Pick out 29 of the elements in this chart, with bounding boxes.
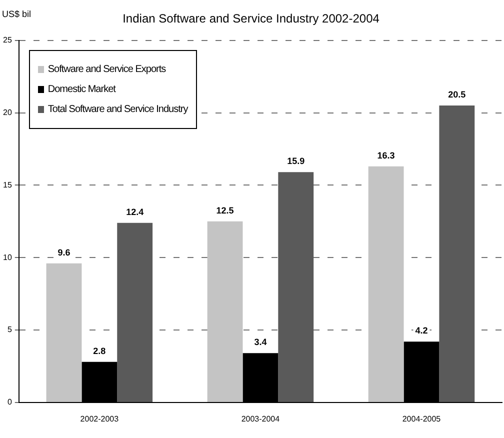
chart-title: Indian Software and Service Industry 2002-2004: [122, 12, 380, 26]
bar: [46, 263, 82, 402]
y-tick-label: 15: [2, 180, 12, 190]
data-label: 2.8: [93, 346, 106, 356]
y-tick-label: 25: [2, 36, 12, 45]
legend-label: Total Software and Service Industry: [46, 104, 188, 116]
data-label: 9.6: [58, 247, 70, 258]
data-label: 3.4: [254, 337, 267, 348]
x-tick-label: 2003-2004: [241, 414, 280, 424]
bar: [368, 166, 404, 402]
data-label: 15.9: [287, 156, 305, 166]
x-tick-label: 2002-2003: [80, 414, 120, 424]
y-tick-label: 20: [2, 108, 12, 118]
data-label: 16.3: [377, 150, 395, 160]
legend-label: Software and Service Exports: [46, 64, 167, 76]
legend-label: Domestic Market: [46, 84, 117, 96]
data-label: 4.2: [415, 326, 428, 336]
bar: [207, 221, 243, 402]
data-label: 12.4: [126, 206, 144, 217]
data-label: 20.5: [448, 90, 466, 100]
y-tick-label: 10: [2, 252, 12, 262]
x-tick-label: 2004-2005: [402, 414, 442, 424]
y-axis-title: US$ bil: [2, 8, 32, 19]
bar: [278, 172, 314, 402]
bar: [117, 222, 153, 402]
y-tick-label: 5: [7, 325, 12, 334]
y-tick-label: 0: [7, 398, 12, 407]
bar: [439, 106, 475, 402]
data-label: 12.5: [216, 205, 234, 216]
